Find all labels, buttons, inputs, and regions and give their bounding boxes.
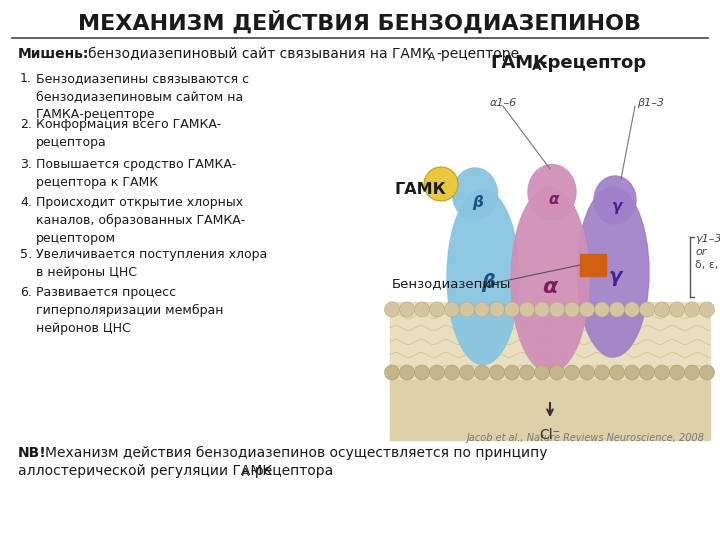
Circle shape — [549, 302, 564, 317]
Text: δ, ε, θ, π: δ, ε, θ, π — [695, 260, 720, 270]
Ellipse shape — [452, 168, 498, 220]
Text: Механизм действия бензодиазепинов осуществляется по принципу: Механизм действия бензодиазепинов осущес… — [45, 446, 547, 460]
Ellipse shape — [511, 187, 589, 373]
Text: Повышается сродство ГАМКА-
рецептора к ГАМК: Повышается сродство ГАМКА- рецептора к Г… — [36, 158, 236, 189]
Text: -рецепторе: -рецепторе — [436, 47, 519, 61]
Circle shape — [654, 302, 670, 317]
Bar — [390, 302, 710, 380]
Circle shape — [490, 302, 505, 317]
Circle shape — [670, 302, 685, 317]
Circle shape — [685, 302, 700, 317]
Text: α: α — [549, 192, 559, 206]
Circle shape — [654, 365, 670, 380]
Bar — [580, 254, 606, 276]
Circle shape — [490, 365, 505, 380]
Circle shape — [534, 365, 549, 380]
Text: α: α — [542, 277, 557, 297]
Text: Происходит открытие хлорных
каналов, образованных ГАМКА-
рецептором: Происходит открытие хлорных каналов, обр… — [36, 196, 246, 245]
Text: 5.: 5. — [20, 248, 32, 261]
Circle shape — [610, 302, 624, 317]
Text: Бензодиазепины: Бензодиазепины — [392, 278, 511, 291]
Text: 1.: 1. — [20, 72, 32, 85]
Text: 6.: 6. — [20, 286, 32, 299]
Text: β1–3: β1–3 — [637, 98, 664, 108]
Text: ГАМК: ГАМК — [395, 183, 446, 198]
Text: 3.: 3. — [20, 158, 32, 171]
Text: Увеличивается поступления хлора
в нейроны ЦНС: Увеличивается поступления хлора в нейрон… — [36, 248, 267, 279]
Text: γ: γ — [608, 267, 621, 287]
Text: А: А — [428, 52, 435, 63]
Text: А: А — [242, 468, 249, 477]
Circle shape — [520, 302, 534, 317]
Ellipse shape — [577, 187, 649, 357]
Circle shape — [474, 365, 490, 380]
Circle shape — [564, 365, 580, 380]
Text: А: А — [532, 60, 541, 73]
Text: β: β — [481, 273, 495, 292]
Bar — [390, 380, 710, 440]
Circle shape — [670, 365, 685, 380]
Text: Развивается процесс
гиперполяризации мембран
нейронов ЦНС: Развивается процесс гиперполяризации мем… — [36, 286, 223, 335]
Circle shape — [595, 365, 610, 380]
Circle shape — [444, 365, 459, 380]
Circle shape — [564, 302, 580, 317]
Circle shape — [424, 167, 458, 201]
Circle shape — [580, 302, 595, 317]
Text: -рецептор: -рецептор — [540, 54, 646, 72]
Text: бензодиазепиновый сайт связывания на ГАМК: бензодиазепиновый сайт связывания на ГАМ… — [88, 47, 431, 61]
Circle shape — [700, 302, 714, 317]
Text: γ1–3: γ1–3 — [695, 234, 720, 244]
Text: 2.: 2. — [20, 118, 32, 131]
Text: МЕХАНИЗМ ДЕЙСТВИЯ БЕНЗОДИАЗЕПИНОВ: МЕХАНИЗМ ДЕЙСТВИЯ БЕНЗОДИАЗЕПИНОВ — [78, 10, 642, 33]
Text: α1–6: α1–6 — [490, 98, 517, 108]
Text: γ: γ — [612, 199, 622, 214]
Text: Cl⁻: Cl⁻ — [539, 428, 560, 442]
Text: β: β — [472, 194, 483, 210]
Circle shape — [534, 302, 549, 317]
Text: Бензодиазепины связываются с
бензодиазепиновым сайтом на
ГАМКА-рецепторе: Бензодиазепины связываются с бензодиазеп… — [36, 72, 249, 121]
Text: аллостерической регуляции ГАМК: аллостерической регуляции ГАМК — [18, 464, 272, 478]
Circle shape — [474, 302, 490, 317]
Circle shape — [459, 365, 474, 380]
Circle shape — [639, 365, 654, 380]
Circle shape — [444, 302, 459, 317]
Circle shape — [505, 365, 520, 380]
Circle shape — [384, 365, 400, 380]
Circle shape — [639, 302, 654, 317]
Circle shape — [624, 365, 639, 380]
Ellipse shape — [594, 176, 636, 224]
Circle shape — [580, 365, 595, 380]
Circle shape — [685, 365, 700, 380]
Text: -рецептора: -рецептора — [250, 464, 333, 478]
Text: 4.: 4. — [20, 196, 32, 209]
Circle shape — [549, 365, 564, 380]
Circle shape — [415, 302, 430, 317]
Ellipse shape — [528, 165, 576, 219]
Circle shape — [400, 302, 415, 317]
Circle shape — [520, 365, 534, 380]
Circle shape — [505, 302, 520, 317]
Text: Jacob et al., Nature Reviews Neuroscience, 2008: Jacob et al., Nature Reviews Neuroscienc… — [467, 433, 705, 443]
Text: NB!: NB! — [18, 446, 47, 460]
Circle shape — [400, 365, 415, 380]
Circle shape — [384, 302, 400, 317]
Circle shape — [430, 365, 444, 380]
Text: Мишень:: Мишень: — [18, 47, 89, 61]
Text: Конформация всего ГАМКА-
рецептора: Конформация всего ГАМКА- рецептора — [36, 118, 221, 149]
Circle shape — [595, 302, 610, 317]
Text: ГАМК: ГАМК — [490, 54, 548, 72]
Circle shape — [430, 302, 444, 317]
Circle shape — [610, 365, 624, 380]
Circle shape — [624, 302, 639, 317]
Circle shape — [700, 365, 714, 380]
Circle shape — [415, 365, 430, 380]
Ellipse shape — [447, 190, 519, 364]
Circle shape — [459, 302, 474, 317]
Text: or: or — [695, 247, 706, 257]
